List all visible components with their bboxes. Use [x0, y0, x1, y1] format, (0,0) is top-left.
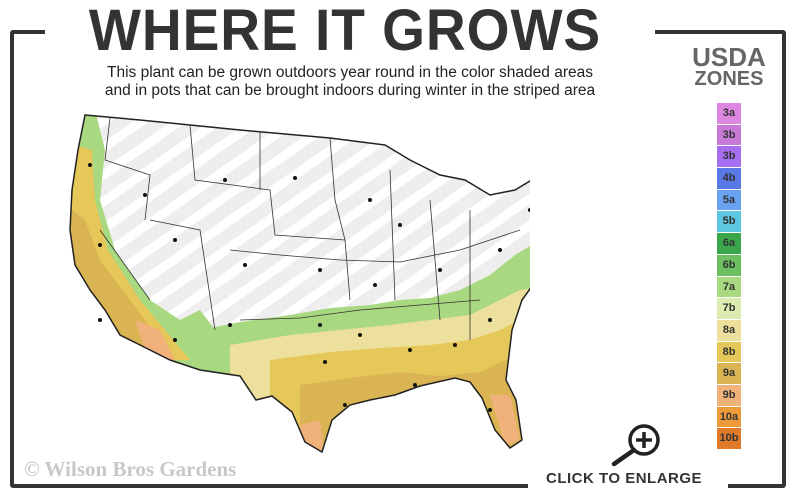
zone-swatch-4b: 4b — [717, 168, 741, 189]
zone-swatch-3b: 3b — [717, 146, 741, 168]
zoom-in-icon[interactable] — [610, 422, 666, 468]
click-to-enlarge-button[interactable]: CLICK TO ENLARGE — [546, 470, 703, 487]
zone-swatch-5b: 5b — [717, 211, 741, 233]
zone-swatch-6b: 6b — [717, 254, 741, 276]
zone-swatch-6a: 6a — [717, 233, 741, 254]
legend-title-line: ZONES — [694, 68, 764, 90]
legend-title-line: USDA — [692, 42, 766, 72]
zone-swatch-3b: 3b — [717, 124, 741, 146]
city-dots — [88, 163, 530, 412]
us-zone-map[interactable] — [60, 100, 530, 460]
state-borders — [99, 117, 521, 340]
zone-legend: 3a 3b 3b 4b 5a 5b 6a 6b 7a 7b 8a 8b 9a 9b 10a 10b — [717, 103, 741, 450]
zone-swatch-5a: 5a — [717, 189, 741, 211]
subtitle-line: This plant can be grown outdoors year ro… — [107, 64, 593, 81]
zone-swatch-7a: 7a — [717, 276, 741, 298]
subtitle-line: and in pots that can be brought indoors … — [104, 82, 596, 99]
zone-swatch-9a: 9a — [717, 363, 741, 384]
zone-swatch-8a: 8a — [717, 319, 741, 341]
legend-title: USDA ZONES — [672, 42, 786, 90]
watermark: © Wilson Bros Gardens — [24, 457, 237, 481]
zone-swatch-9b: 9b — [717, 384, 741, 406]
zone-swatch-7b: 7b — [717, 298, 741, 319]
subtitle: This plant can be grown outdoors year ro… — [40, 64, 660, 100]
page-title: WHERE IT GROWS — [88, 0, 602, 63]
zone-swatch-3a: 3a — [717, 103, 741, 124]
frame-gap — [45, 20, 655, 40]
zone-swatch-8b: 8b — [717, 341, 741, 363]
frame-gap — [528, 480, 728, 500]
zone-swatch-10b: 10b — [717, 428, 741, 449]
zone-swatch-10a: 10a — [717, 406, 741, 428]
